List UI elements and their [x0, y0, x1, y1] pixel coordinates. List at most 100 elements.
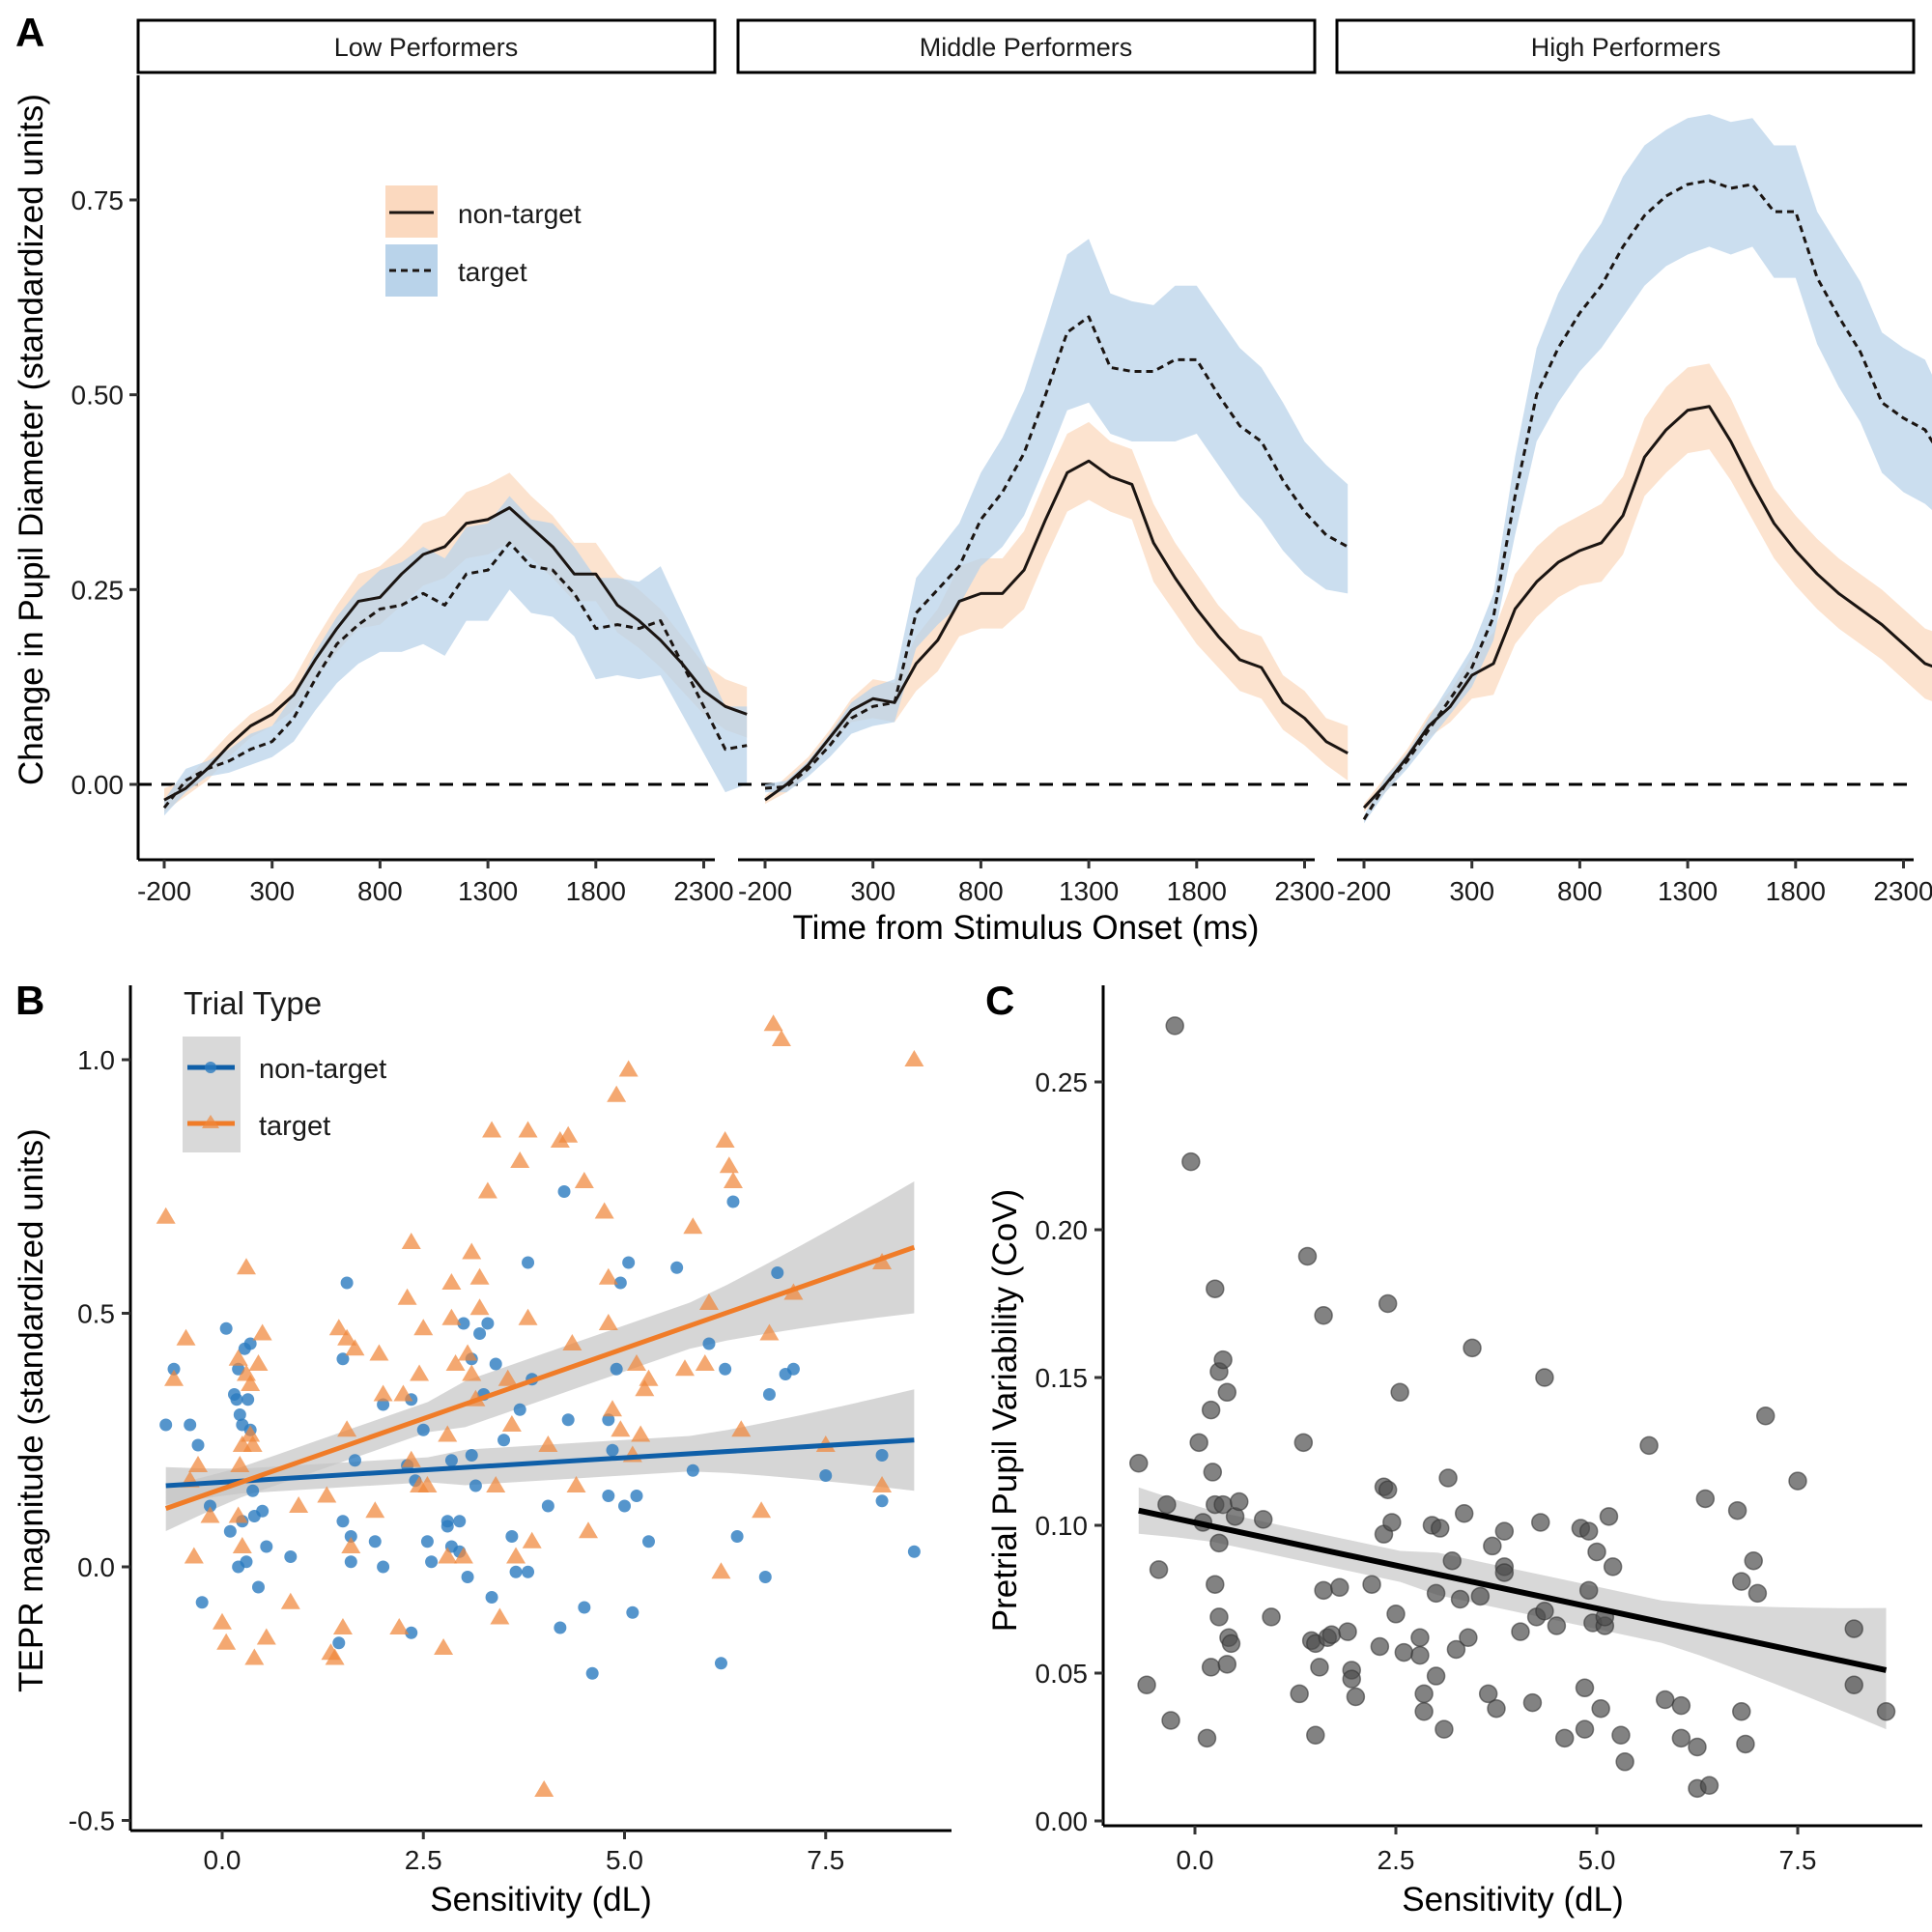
data-point [1575, 1719, 1595, 1739]
data-point-non-target [204, 1499, 217, 1513]
data-point [1217, 1655, 1237, 1674]
data-point [1394, 1642, 1414, 1662]
data-point-non-target [336, 1352, 350, 1366]
data-point [1362, 1575, 1381, 1594]
data-point-target [341, 1537, 361, 1553]
data-point-target [639, 1369, 659, 1386]
data-point-non-target [686, 1463, 699, 1477]
data-point [1470, 1586, 1491, 1606]
data-point-target [698, 1293, 719, 1310]
x-tick-label: -200 [738, 876, 792, 906]
data-point-non-target [184, 1418, 197, 1432]
data-point-target [216, 1633, 237, 1650]
panel-c: 0.00 0.05 0.10 0.15 0.20 0.25 0.0 2.5 5.0 7.5 Se… [986, 985, 1922, 1918]
data-point-target [365, 1501, 385, 1519]
x-axis-title-b: Sensitivity (dL) [430, 1881, 652, 1918]
panel-letter-a: A [15, 10, 44, 55]
y-tick-label: 0.05 [1036, 1659, 1089, 1689]
data-point [1575, 1678, 1595, 1698]
x-tick-label: 7.5 [1779, 1845, 1817, 1875]
data-point-target [482, 1121, 502, 1138]
data-point-target [510, 1151, 530, 1168]
ci-ribbon-target [1364, 114, 1932, 824]
facet-label-low-performers: Low Performers [334, 33, 519, 62]
data-point-target [345, 1339, 365, 1356]
legend-key-bg-b [183, 1037, 241, 1152]
data-point-non-target [606, 1443, 619, 1457]
data-point-non-target [284, 1550, 298, 1563]
x-tick-label: 2300 [1873, 876, 1932, 906]
data-point [1478, 1684, 1498, 1704]
facet-strip-low-performers [136, 18, 717, 74]
data-point [1435, 1719, 1454, 1739]
data-point-target [289, 1496, 309, 1513]
data-point [1386, 1605, 1406, 1624]
data-point [1197, 1728, 1217, 1748]
legend-marker-target-b [202, 1115, 219, 1128]
data-point-non-target [444, 1454, 458, 1467]
data-point-non-target [557, 1185, 571, 1198]
x-tick-label: 2.5 [405, 1845, 442, 1875]
data-point [1206, 1279, 1225, 1298]
data-point-non-target [473, 1327, 487, 1340]
data-point [1578, 1580, 1599, 1601]
ribbons [138, 472, 748, 816]
data-point [1378, 1480, 1398, 1500]
data-point [1426, 1583, 1446, 1604]
data-point [1494, 1521, 1515, 1541]
data-point-target [188, 1456, 209, 1472]
data-point-target [598, 1267, 618, 1285]
ci-ribbon-target [765, 239, 1349, 793]
data-point-target [156, 1207, 176, 1224]
data-point [1688, 1737, 1707, 1757]
data-point-target [763, 1014, 783, 1032]
data-point-target [184, 1547, 204, 1564]
points-c [1129, 1016, 1896, 1799]
data-point [1321, 1625, 1342, 1644]
legend-a: non-target target [385, 185, 582, 297]
data-point-non-target [541, 1499, 554, 1513]
mean-line-target [1362, 179, 1932, 821]
legend-marker-nontarget-b [205, 1062, 216, 1073]
data-point-non-target [702, 1337, 716, 1350]
data-point [1414, 1684, 1434, 1704]
facet-label-high-performers: High Performers [1531, 33, 1721, 62]
data-point [1221, 1634, 1241, 1654]
mean-line-non-target [163, 506, 748, 802]
data-point-target [445, 1354, 466, 1371]
data-point-target [490, 1607, 510, 1625]
x-tick-label: 800 [958, 876, 1004, 906]
data-point-target [401, 1450, 421, 1467]
data-point-target [538, 1435, 558, 1452]
data-point-target [477, 1181, 497, 1199]
data-point-target [393, 1384, 413, 1402]
x-tick-label: 7.5 [807, 1845, 844, 1875]
data-point [1755, 1406, 1776, 1426]
data-point-target [558, 1125, 579, 1143]
data-point-non-target [260, 1540, 273, 1553]
lines [764, 315, 1349, 802]
data-point-target [594, 1202, 614, 1219]
y-tick-label: 0.25 [1036, 1067, 1089, 1097]
data-point [1431, 1519, 1450, 1538]
data-point-target [280, 1592, 300, 1609]
data-point [1306, 1725, 1325, 1746]
data-point-target [469, 1267, 490, 1285]
data-point [1346, 1687, 1366, 1707]
data-point-non-target [340, 1276, 354, 1290]
data-point [1450, 1589, 1470, 1609]
data-point [1615, 1752, 1634, 1772]
data-point-non-target [233, 1408, 246, 1421]
data-point-non-target [726, 1195, 740, 1208]
data-point [1297, 1246, 1318, 1266]
data-point-non-target [626, 1605, 639, 1619]
data-point [1511, 1622, 1530, 1641]
data-point [1844, 1619, 1863, 1638]
x-tick-label: 1300 [1059, 876, 1119, 906]
x-tick-label: 0.0 [204, 1845, 242, 1875]
fit-line-participants [1138, 1507, 1888, 1673]
data-point-non-target [232, 1362, 245, 1376]
data-point-non-target [585, 1666, 599, 1680]
data-point [1578, 1521, 1599, 1541]
data-point-non-target [405, 1626, 418, 1639]
